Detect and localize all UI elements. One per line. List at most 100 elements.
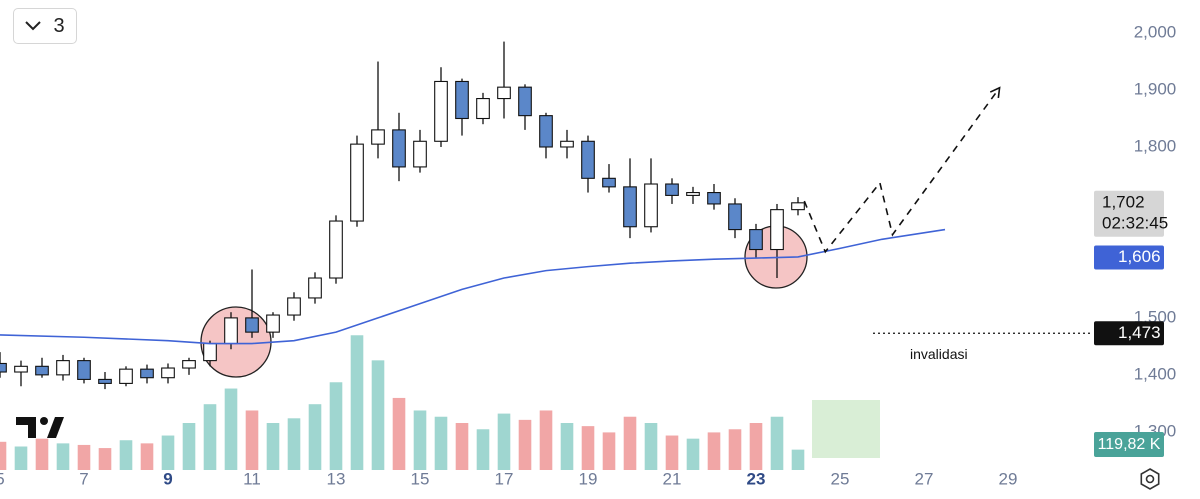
volume-badge-label: 119,82 K	[1098, 436, 1161, 453]
volume-bar	[224, 388, 238, 470]
moving-average-line	[0, 228, 946, 345]
volume-bar	[434, 416, 448, 470]
volume-bar	[287, 418, 301, 470]
candle-body	[728, 203, 742, 231]
candle-body	[182, 360, 196, 369]
volume-bar	[350, 335, 364, 470]
x-tick-label: 17	[495, 469, 514, 488]
ma-price-badge	[1094, 245, 1164, 270]
candle-body	[308, 277, 322, 299]
volume-bar	[539, 410, 553, 470]
x-tick-label: 27	[915, 469, 934, 488]
candle-body	[56, 360, 70, 376]
volume-bar	[392, 397, 406, 470]
candle-body	[560, 140, 574, 148]
volume-bar	[602, 432, 616, 470]
volume-bar	[728, 429, 742, 470]
candle-body	[287, 297, 301, 316]
candle-body	[434, 80, 448, 142]
candle-body	[371, 129, 385, 145]
projection-path	[803, 86, 1001, 254]
interval-value: 3	[53, 14, 65, 37]
candle-body	[35, 365, 49, 376]
candle-body	[455, 80, 469, 120]
candle-body	[245, 317, 259, 333]
candle-body	[623, 186, 637, 228]
volume-bar	[119, 440, 133, 470]
last-price-badge	[1094, 190, 1164, 237]
y-tick-label: 2,000	[1134, 23, 1177, 42]
ma-price-label: 1,606	[1118, 247, 1161, 266]
x-tick-label: 15	[411, 469, 430, 488]
candle-body	[161, 367, 175, 379]
volume-bar	[665, 435, 679, 470]
candle-body	[581, 140, 595, 179]
candle-body	[539, 115, 553, 148]
candle-body	[224, 317, 238, 345]
candle-body	[518, 86, 532, 117]
target-zone	[812, 400, 880, 458]
x-tick-label: 9	[163, 469, 172, 488]
x-tick-label: 11	[243, 469, 261, 488]
volume-bar	[623, 416, 637, 470]
volume-bar	[245, 410, 259, 470]
candle-body	[14, 365, 28, 373]
candle-body	[791, 202, 805, 211]
volume-pane	[0, 335, 805, 470]
volume-bar	[140, 443, 154, 470]
volume-bar	[308, 404, 322, 470]
volume-bar	[98, 448, 112, 470]
x-tick-label: 7	[79, 469, 88, 488]
price-pane: invalidasi	[0, 41, 1092, 390]
volume-bar	[791, 449, 805, 470]
invalidation-label: 1,473	[1118, 323, 1161, 342]
candle-body	[266, 314, 280, 333]
volume-bar	[770, 416, 784, 470]
settings-icon[interactable]	[1140, 468, 1160, 490]
volume-bar	[455, 423, 469, 470]
volume-bar	[518, 419, 532, 470]
volume-bar	[77, 444, 91, 470]
volume-bar	[749, 423, 763, 470]
x-tick-label: 5	[0, 469, 5, 488]
candle-body	[119, 368, 133, 384]
chevron-icon	[25, 21, 42, 31]
volume-bar	[560, 423, 574, 470]
volume-bar	[581, 426, 595, 470]
y-tick-label: 1,400	[1134, 364, 1177, 383]
x-tick-label: 21	[663, 469, 682, 488]
candle-body	[749, 229, 763, 251]
candle-body	[203, 342, 217, 362]
volume-badge	[1094, 432, 1164, 457]
volume-bar	[203, 404, 217, 470]
interval-dropdown[interactable]: 3	[13, 8, 77, 44]
x-tick-label: 23	[747, 469, 766, 488]
candle-body	[665, 183, 679, 196]
candle-body	[350, 143, 364, 222]
volume-bar	[497, 413, 511, 470]
price-axis: 1,3001,4001,5001,8001,9002,0005791113151…	[0, 23, 1176, 489]
candle-body	[644, 183, 658, 228]
x-tick-label: 13	[327, 469, 346, 488]
countdown-label: 02:32:45	[1102, 213, 1168, 232]
last-price-label: 1,702	[1102, 192, 1145, 211]
y-tick-label: 1,900	[1134, 79, 1177, 98]
candle-body	[707, 192, 721, 205]
candle-body	[770, 209, 784, 251]
volume-bar	[644, 423, 658, 470]
volume-bar	[56, 443, 70, 470]
candle-body	[329, 220, 343, 279]
invalidation-text: invalidasi	[910, 346, 968, 362]
candle-body	[686, 192, 700, 196]
candle-body	[497, 86, 511, 100]
volume-bar	[182, 423, 196, 470]
volume-bar	[0, 441, 7, 470]
volume-bar	[161, 435, 175, 470]
x-tick-label: 19	[579, 469, 598, 488]
volume-bar	[329, 382, 343, 470]
volume-bar	[266, 423, 280, 470]
volume-bar	[35, 438, 49, 470]
volume-bar	[476, 429, 490, 470]
candle-body	[0, 362, 7, 373]
